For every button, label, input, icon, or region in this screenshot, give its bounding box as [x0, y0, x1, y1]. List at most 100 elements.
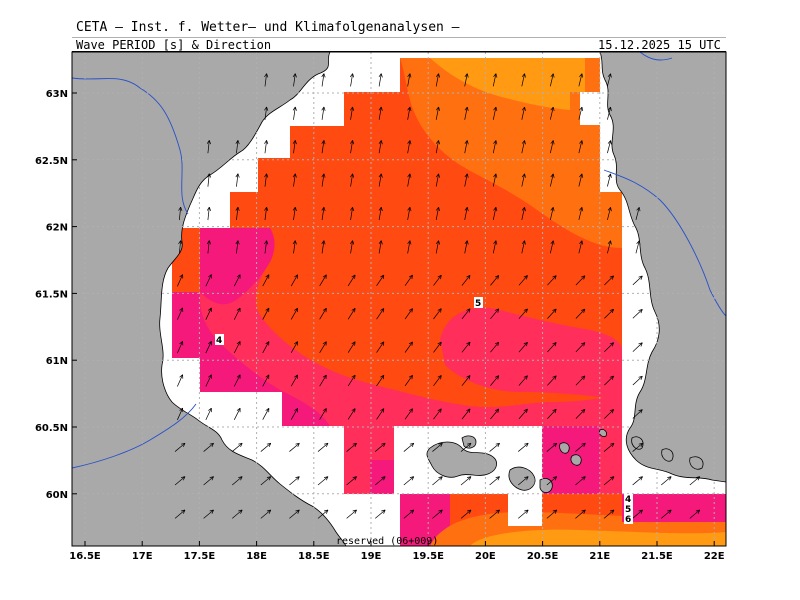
footer-note: reserved (06+009) [336, 536, 438, 547]
wave-direction-arrow-icon [235, 240, 240, 254]
axes: 16.5E 17E 17.5E 18E 18.5E 19E 19.5E 20E 20.5E 21E… [35, 89, 725, 562]
wave-direction-arrow-icon [177, 340, 184, 354]
border-line-4 [639, 52, 673, 61]
wave-direction-arrow-icon [264, 206, 269, 221]
wave-direction-arrow-icon [490, 275, 500, 286]
contour-label-5-se: 5 [625, 505, 631, 515]
wave-direction-arrow-icon [607, 173, 612, 187]
wave-direction-arrow-icon [464, 173, 469, 187]
boundaries [72, 52, 726, 469]
wave-direction-arrow-icon [632, 509, 643, 519]
wave-direction-arrow-icon [290, 408, 298, 420]
wave-direction-arrow-icon [435, 173, 440, 187]
wave-direction-arrow-icon [321, 140, 326, 154]
wave-direction-arrow-icon [489, 509, 500, 519]
wave-direction-arrow-icon [174, 509, 186, 519]
wave-direction-arrow-icon [233, 274, 241, 287]
wave-direction-arrow-icon [317, 442, 329, 452]
wave-direction-arrow-icon [604, 375, 614, 386]
wave-direction-arrow-icon [378, 206, 383, 221]
wave-direction-arrow-icon [578, 73, 584, 87]
wave-direction-arrow-icon [549, 106, 555, 120]
contour-label-4-se: 4 [625, 495, 631, 505]
wave-direction-arrow-icon [460, 442, 472, 452]
contour-label-box [215, 334, 224, 345]
period-band-4-west [200, 228, 275, 305]
wave-direction-arrow-icon [376, 274, 385, 286]
wave-direction-arrow-icon [376, 374, 385, 387]
wave-direction-arrow-icon [607, 140, 612, 154]
wave-direction-arrow-icon [518, 341, 528, 353]
wave-direction-arrow-icon [521, 173, 526, 187]
wave-direction-arrow-icon [575, 275, 586, 286]
contour-label-box [624, 504, 633, 514]
wave-direction-arrow-icon [317, 509, 329, 519]
nodata-cell [508, 494, 542, 526]
wave-direction-arrow-icon [432, 442, 443, 452]
wave-direction-arrow-icon [292, 140, 297, 154]
wave-direction-arrow-icon [319, 374, 327, 387]
wave-direction-arrow-icon [489, 476, 500, 486]
valid-datetime: 15.12.2025 15 UTC [598, 38, 721, 52]
wave-direction-arrow-icon [433, 341, 442, 353]
land-islet-4 [631, 436, 644, 450]
wave-direction-arrow-icon [578, 106, 584, 120]
wave-direction-arrow-icon [432, 509, 443, 519]
wave-direction-arrow-icon [433, 308, 442, 320]
wave-direction-arrow-icon [290, 341, 298, 354]
arrow-field [174, 73, 701, 519]
wave-direction-arrow-icon [262, 341, 270, 354]
lat-tick-label: 61.5N [35, 289, 68, 300]
wave-direction-arrow-icon [203, 442, 214, 452]
wave-direction-arrow-icon [350, 173, 355, 187]
wave-direction-arrow-icon [177, 307, 184, 320]
wave-direction-arrow-icon [490, 308, 500, 320]
wave-direction-arrow-icon [347, 274, 356, 287]
wave-direction-arrow-icon [435, 240, 440, 254]
wave-direction-arrow-icon [435, 106, 440, 120]
wave-direction-arrow-icon [635, 240, 641, 254]
wave-direction-arrow-icon [518, 408, 528, 420]
wave-direction-arrow-icon [292, 173, 297, 187]
wave-direction-arrow-icon [492, 207, 498, 221]
wave-direction-arrow-icon [603, 442, 615, 452]
wave-direction-arrow-icon [490, 408, 500, 420]
wave-direction-arrow-icon [290, 374, 298, 387]
wave-direction-arrow-icon [289, 509, 300, 519]
wave-direction-arrow-icon [632, 476, 643, 486]
wave-direction-arrow-icon [461, 341, 471, 353]
wave-direction-arrow-icon [319, 408, 327, 420]
wave-direction-arrow-icon [604, 342, 614, 353]
wave-direction-arrow-icon [521, 140, 526, 154]
lat-tick-label: 62N [46, 223, 68, 234]
wave-direction-arrow-icon [350, 140, 355, 154]
south-cell-b [370, 460, 394, 494]
wave-direction-arrow-icon [403, 442, 415, 452]
wave-direction-arrow-icon [347, 374, 356, 387]
land-finland [599, 52, 726, 483]
wave-direction-arrow-icon [464, 73, 469, 87]
wave-direction-arrow-icon [177, 407, 184, 421]
wave-direction-arrow-icon [374, 476, 386, 486]
wave-direction-arrow-icon [178, 206, 183, 221]
wave-direction-arrow-icon [461, 308, 471, 320]
wave-direction-arrow-icon [607, 207, 612, 220]
wave-direction-arrow-icon [578, 207, 584, 220]
lon-tick-label: 19.5E [412, 551, 444, 562]
wave-direction-arrow-icon [376, 341, 385, 353]
wave-direction-arrow-icon [517, 442, 529, 452]
wave-direction-arrow-icon [262, 407, 270, 420]
contour-label-5: 5 [475, 299, 481, 309]
wave-direction-arrow-icon [264, 140, 269, 154]
contour-labels: 5 4 4 5 6 [215, 297, 633, 525]
wave-direction-arrow-icon [260, 442, 272, 452]
wave-direction-arrow-icon [205, 374, 212, 387]
wave-direction-arrow-icon [575, 476, 586, 486]
wave-direction-arrow-icon [517, 476, 529, 486]
lon-tick-label: 19E [361, 551, 382, 562]
wave-direction-arrow-icon [517, 509, 529, 519]
lon-tick-label: 18.5E [298, 551, 330, 562]
wave-direction-arrow-icon [374, 509, 386, 519]
map-frame [71, 51, 727, 547]
lon-tick-label: 18E [246, 551, 267, 562]
